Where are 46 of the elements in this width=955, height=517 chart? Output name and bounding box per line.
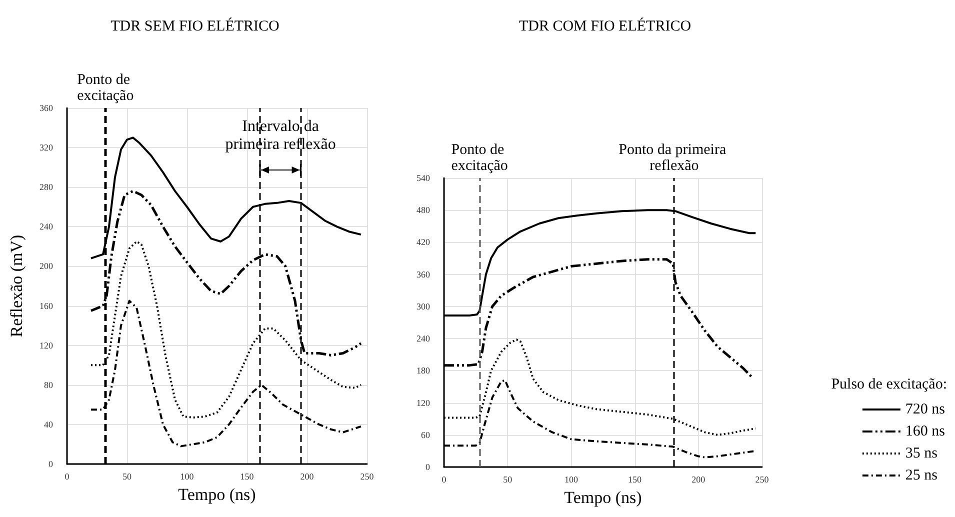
- ref-line-label: Ponto de excitação: [77, 72, 134, 104]
- x-tick-label: 150: [240, 472, 254, 482]
- y-tick-label: 480: [416, 205, 430, 216]
- annotation: Intervalo da primeira reflexão: [224, 118, 337, 154]
- chart-title: TDR COM FIO ELÉTRICO: [518, 18, 692, 34]
- ref-line-label: Ponto da primeira reflexão: [618, 142, 730, 174]
- legend-label: 720 ns: [905, 402, 946, 418]
- y-tick-label: 280: [40, 182, 54, 192]
- y-tick-label: 160: [40, 300, 54, 311]
- x-tick-label: 150: [628, 474, 642, 484]
- y-tick-label: 80: [44, 380, 54, 390]
- x-axis-title: Tempo (ns): [564, 488, 642, 507]
- x-tick-label: 100: [564, 474, 578, 484]
- x-tick-label: 50: [503, 474, 513, 484]
- x-tick-label: 0: [64, 472, 70, 482]
- x-tick-label: 50: [122, 472, 132, 482]
- y-tick-label: 120: [416, 398, 430, 408]
- y-tick-label: 420: [416, 237, 430, 248]
- y-tick-label: 60: [421, 430, 430, 440]
- x-tick-label: 200: [692, 474, 706, 484]
- legend-label: 25 ns: [905, 468, 938, 484]
- y-tick-label: 360: [40, 103, 54, 113]
- y-tick-label: 0: [48, 459, 54, 469]
- x-axis-title: Tempo (ns): [178, 485, 256, 504]
- y-tick-label: 40: [44, 419, 54, 430]
- y-tick-label: 300: [416, 301, 430, 312]
- chart-title: TDR SEM FIO ELÉTRICO: [110, 18, 280, 34]
- legend-label: 35 ns: [905, 446, 938, 462]
- x-tick-label: 250: [755, 474, 770, 484]
- y-tick-label: 240: [416, 334, 430, 344]
- legend-title: Pulso de excitação:: [831, 376, 947, 392]
- y-tick-label: 360: [416, 269, 430, 280]
- x-tick-label: 250: [360, 472, 374, 482]
- y-tick-label: 240: [40, 222, 54, 232]
- x-tick-label: 200: [300, 472, 314, 482]
- y-tick-label: 320: [40, 142, 54, 153]
- y-tick-label: 540: [416, 173, 430, 183]
- x-tick-label: 0: [442, 474, 447, 484]
- y-axis-title: Reflexão (mV): [7, 234, 26, 338]
- y-tick-label: 0: [426, 462, 430, 472]
- x-tick-label: 100: [180, 472, 194, 482]
- y-tick-label: 200: [40, 261, 54, 272]
- y-tick-label: 120: [40, 340, 54, 350]
- legend-label: 160 ns: [905, 424, 946, 440]
- ref-line-label: Ponto de excitação: [451, 142, 508, 174]
- y-tick-label: 180: [416, 366, 430, 376]
